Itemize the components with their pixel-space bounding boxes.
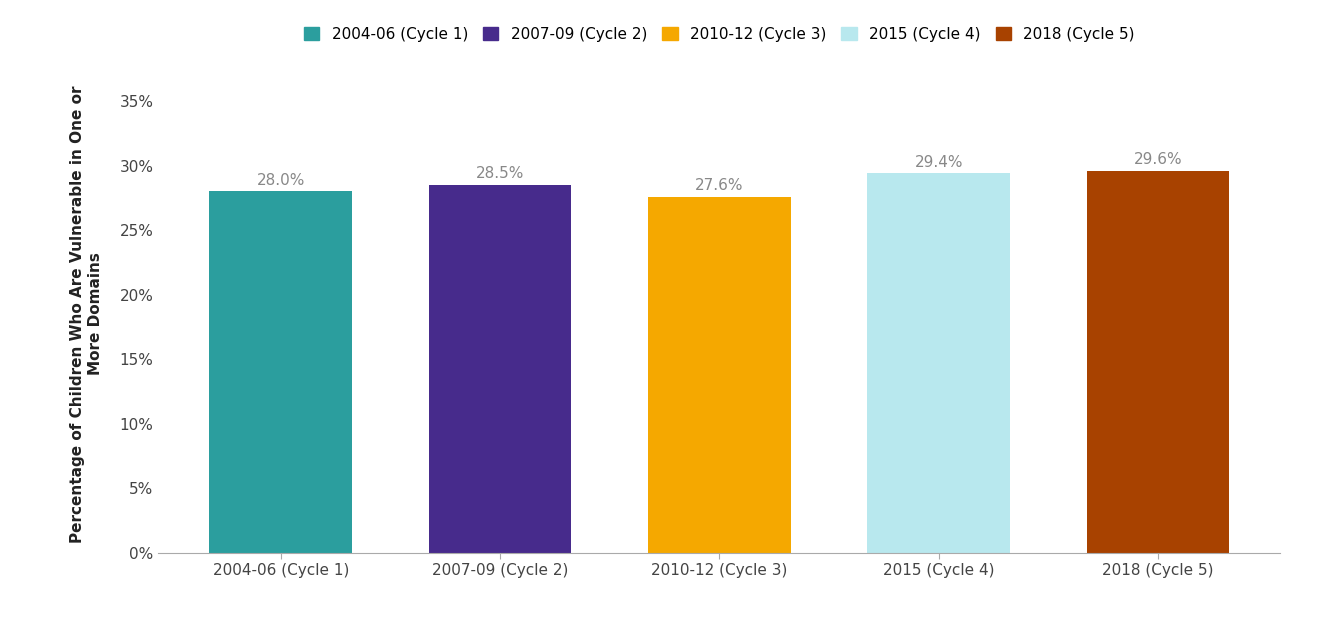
- Legend: 2004-06 (Cycle 1), 2007-09 (Cycle 2), 2010-12 (Cycle 3), 2015 (Cycle 4), 2018 (C: 2004-06 (Cycle 1), 2007-09 (Cycle 2), 20…: [298, 21, 1140, 48]
- Text: 29.6%: 29.6%: [1134, 152, 1183, 167]
- Bar: [867, 173, 1010, 553]
- Text: 27.6%: 27.6%: [696, 178, 743, 193]
- Bar: [429, 185, 572, 553]
- Bar: [648, 197, 791, 553]
- Bar: [210, 192, 352, 553]
- Y-axis label: Percentage of Children Who Are Vulnerable in One or
More Domains: Percentage of Children Who Are Vulnerabl…: [70, 85, 103, 543]
- Bar: [1086, 171, 1229, 553]
- Text: 28.5%: 28.5%: [475, 166, 524, 181]
- Text: 28.0%: 28.0%: [256, 173, 305, 188]
- Text: 29.4%: 29.4%: [915, 154, 964, 170]
